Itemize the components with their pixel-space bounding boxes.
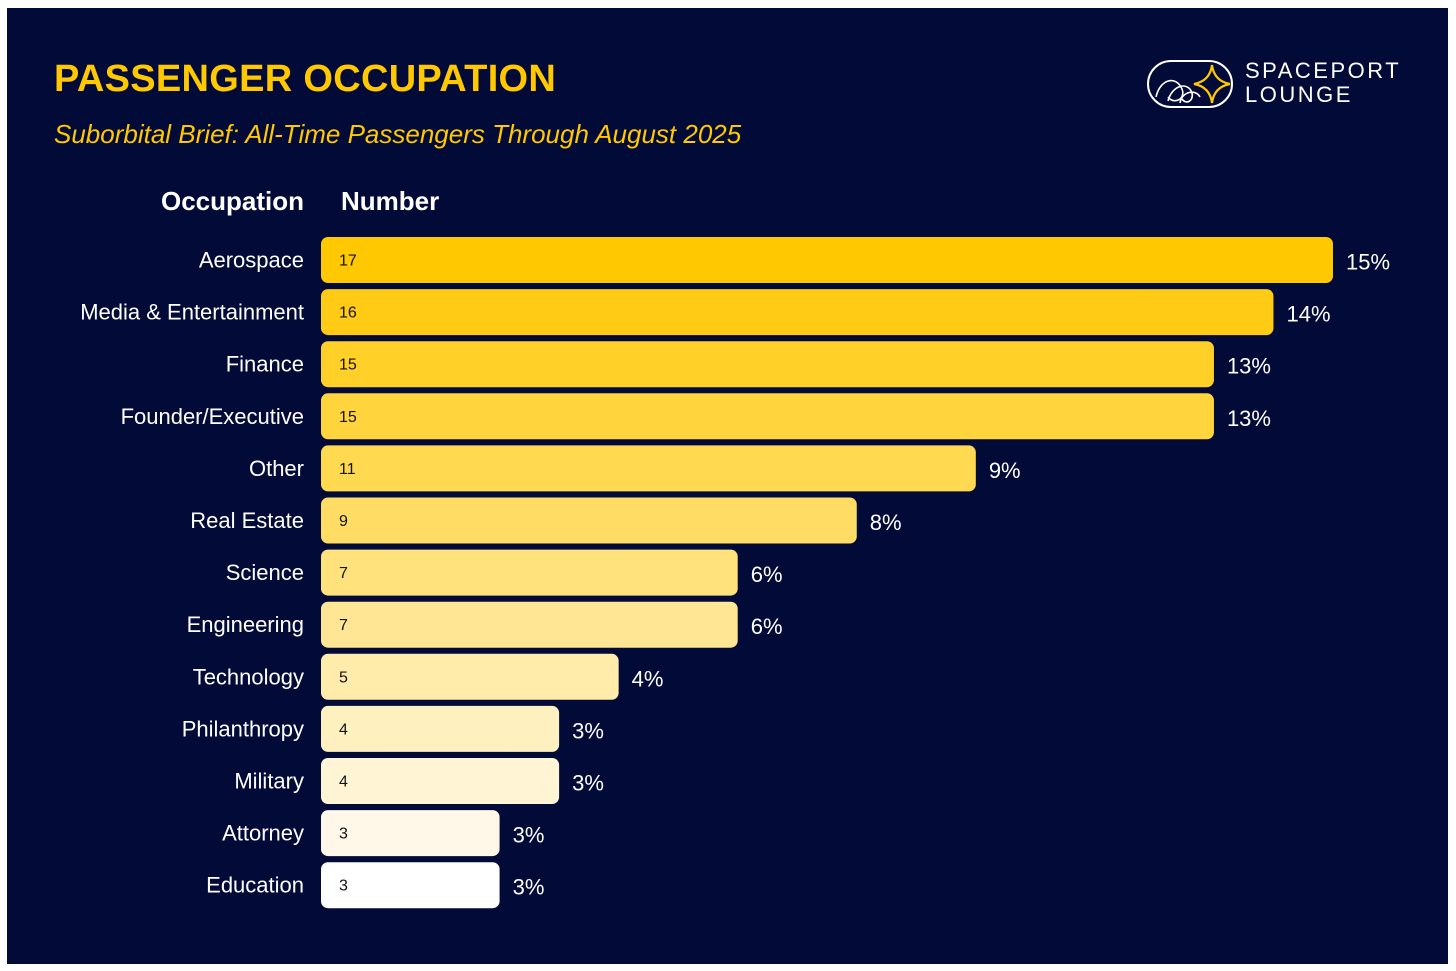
- bar: [321, 705, 560, 752]
- bar: [321, 549, 738, 596]
- number-column-header: Number: [341, 186, 440, 216]
- chart-subtitle: Suborbital Brief: All-Time Passengers Th…: [54, 119, 742, 149]
- bar: [321, 862, 500, 909]
- spaceport-lounge-logo-icon: [1147, 60, 1233, 108]
- spaceport-lounge-logo: SPACEPORT LOUNGE: [1146, 57, 1399, 111]
- logo-text-line2: LOUNGE: [1245, 82, 1353, 107]
- bar: [321, 653, 619, 700]
- bar: [321, 289, 1274, 336]
- bar: [321, 497, 857, 544]
- logo-text: SPACEPORT LOUNGE: [1245, 59, 1401, 107]
- occupation-column-header: Occupation: [160, 186, 304, 216]
- bar: [321, 601, 738, 648]
- chart-title: PASSENGER OCCUPATION: [54, 58, 557, 100]
- bar: [321, 758, 560, 804]
- bar: [321, 810, 500, 857]
- bar: [321, 341, 1214, 388]
- bar: [321, 393, 1214, 440]
- bar: [321, 237, 1333, 283]
- logo-text-line1: SPACEPORT: [1245, 58, 1402, 83]
- bar: [321, 445, 976, 492]
